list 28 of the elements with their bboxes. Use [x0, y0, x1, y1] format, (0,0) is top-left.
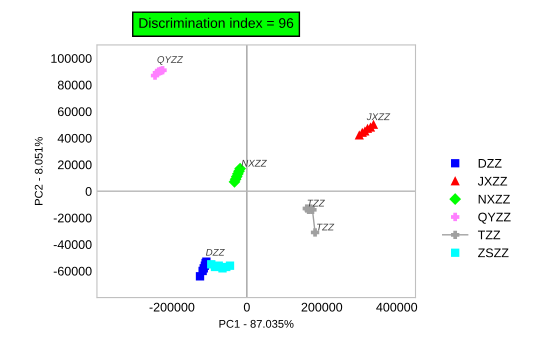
y-tick-label: 100000: [51, 54, 92, 63]
y-tick-label: -20000: [54, 214, 92, 222]
y-tick-label: 0: [86, 187, 92, 196]
y-tick-label: 20000: [58, 160, 92, 170]
legend-label: QYZZ: [478, 212, 511, 224]
y-tick-label: 40000: [58, 134, 92, 143]
y-tick-label: 80000: [58, 80, 92, 90]
x-axis-title: PC1 - 87.035%: [219, 320, 294, 328]
legend-label: TZZ: [478, 230, 500, 240]
annotation: QYZZ: [157, 56, 184, 65]
legend-label: NXZZ: [478, 194, 510, 204]
legend-label: ZSZZ: [478, 248, 509, 258]
x-tick-label: 0: [244, 302, 250, 312]
legend-label: JXZZ: [478, 176, 508, 186]
y-tick-label: 60000: [58, 107, 92, 116]
y-tick-label: -60000: [54, 266, 92, 276]
annotation: NXZZ: [242, 160, 267, 167]
x-tick-label: -200000: [150, 302, 194, 312]
chart-title: Discrimination index = 96: [139, 18, 294, 28]
annotation: DZZ: [206, 248, 225, 256]
x-tick-label: 200000: [302, 302, 342, 312]
y-tick-label: -40000: [54, 240, 92, 250]
y-axis-title: PC2 - 8.051%: [34, 137, 43, 205]
annotation: JXZZ: [366, 113, 390, 120]
x-tick-label: 400000: [376, 302, 418, 312]
legend-label: DZZ: [478, 159, 502, 168]
annotation: TZZ: [308, 200, 325, 206]
annotation: TZZ: [317, 224, 334, 230]
